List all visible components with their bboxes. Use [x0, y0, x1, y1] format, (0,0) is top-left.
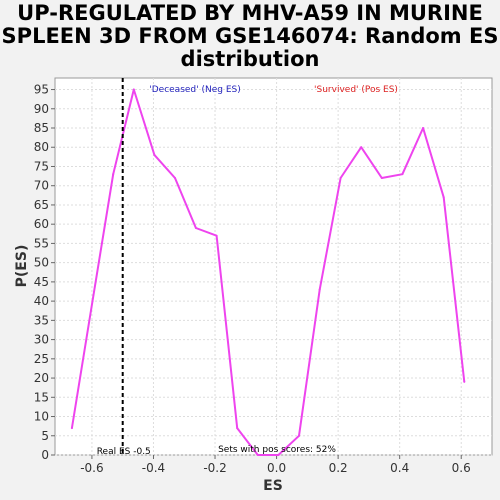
real-es-label: Real ES -0.5: [97, 447, 151, 457]
data-point: [70, 427, 73, 430]
x-tick-label: -0.6: [80, 461, 103, 475]
neg-es-label: 'Deceased' (Neg ES): [149, 85, 240, 95]
y-tick-label: 5: [41, 429, 49, 443]
data-point: [153, 153, 156, 156]
data-point: [380, 177, 383, 180]
data-point: [91, 300, 94, 303]
data-point: [236, 427, 239, 430]
title-line-1: UP-REGULATED BY MHV-A59 IN MURINE: [17, 1, 483, 25]
y-tick-label: 85: [34, 121, 49, 135]
data-point: [422, 127, 425, 130]
y-tick-label: 20: [34, 371, 49, 385]
data-point: [339, 177, 342, 180]
data-point: [298, 434, 301, 437]
data-point: [360, 146, 363, 149]
x-tick-label: 0.0: [267, 461, 286, 475]
y-tick-label: 45: [34, 275, 49, 289]
pos-es-label: 'Survived' (Pos ES): [314, 85, 398, 95]
y-tick-label: 50: [34, 256, 49, 270]
chart-title: UP-REGULATED BY MHV-A59 IN MURINE SPLEEN…: [0, 2, 500, 71]
x-tick-label: 0.2: [329, 461, 348, 475]
pos-scores-label: Sets with pos scores: 52%: [218, 445, 336, 455]
y-tick-label: 80: [34, 140, 49, 154]
y-tick-label: 55: [34, 236, 49, 250]
y-tick-label: 90: [34, 102, 49, 116]
title-line-3: distribution: [180, 47, 320, 71]
x-tick-label: 0.6: [452, 461, 471, 475]
y-axis-label: P(ES): [14, 245, 30, 288]
data-point: [194, 227, 197, 230]
y-tick-label: 65: [34, 198, 49, 212]
y-tick-label: 60: [34, 217, 49, 231]
y-tick-label: 30: [34, 333, 49, 347]
data-point: [132, 88, 135, 91]
x-tick-label: -0.4: [142, 461, 165, 475]
y-tick-label: 0: [41, 448, 49, 462]
series-layer: [70, 88, 466, 456]
data-point: [463, 380, 466, 383]
data-point: [401, 173, 404, 176]
y-tick-label: 40: [34, 294, 49, 308]
data-point: [277, 454, 280, 456]
grid: [55, 78, 492, 456]
data-point: [318, 288, 321, 291]
y-tick-label: 15: [34, 390, 49, 404]
y-tick-label: 95: [34, 83, 49, 97]
y-tick-label: 70: [34, 179, 49, 193]
x-tick-label: 0.4: [390, 461, 409, 475]
data-point: [442, 196, 445, 199]
data-point: [215, 234, 218, 237]
y-tick-label: 10: [34, 410, 49, 424]
y-tick-label: 25: [34, 352, 49, 366]
y-tick-label: 35: [34, 313, 49, 327]
x-axis-label: ES: [263, 478, 283, 494]
data-point: [174, 177, 177, 180]
data-point: [112, 173, 115, 176]
series-line: [70, 88, 466, 456]
y-tick-label: 75: [34, 159, 49, 173]
title-line-2: SPLEEN 3D FROM GSE146074: Random ES: [1, 24, 499, 48]
data-point: [256, 454, 259, 456]
x-tick-label: -0.2: [203, 461, 226, 475]
x-axis: -0.6 -0.4 -0.2 0.0 0.2 0.4 0.6: [80, 455, 471, 475]
y-axis: 0 5 10 15 20 25 30 35 40 45 50 55 60 65 70 75 80 85 90 95: [34, 83, 55, 462]
plot-area: [54, 77, 493, 456]
